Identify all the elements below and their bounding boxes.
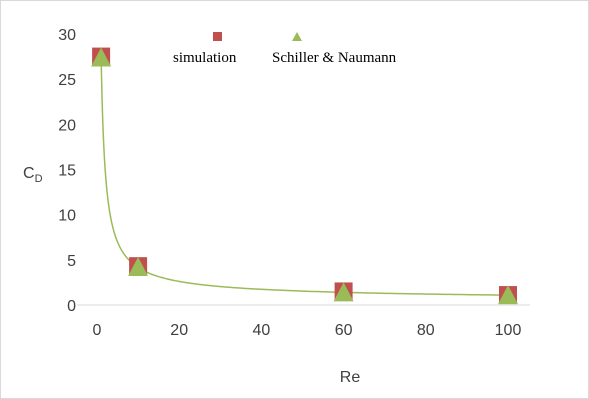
x-tick-label: 100 xyxy=(495,322,522,339)
legend-schiller-marker xyxy=(292,32,302,41)
y-tick-label: 30 xyxy=(58,27,76,44)
x-axis-title: Re xyxy=(340,369,361,386)
x-tick-label: 80 xyxy=(417,322,435,339)
x-tick-label: 40 xyxy=(253,322,271,339)
y-tick-label: 20 xyxy=(58,117,76,134)
legend: simulation Schiller & Naumann xyxy=(173,32,397,66)
legend-schiller-label: Schiller & Naumann xyxy=(272,50,397,66)
y-tick-labels: 0 5 10 15 20 25 30 xyxy=(58,27,76,315)
y-axis-title: CD xyxy=(23,165,43,185)
legend-simulation-marker xyxy=(213,32,222,41)
y-axis-title-sub: D xyxy=(35,173,43,185)
y-tick-label: 25 xyxy=(58,72,76,89)
schiller-marker xyxy=(91,47,112,67)
y-tick-label: 10 xyxy=(58,208,76,225)
schiller-marker xyxy=(128,257,149,277)
y-axis-title-main: C xyxy=(23,165,35,182)
x-tick-label: 0 xyxy=(93,322,102,339)
data-markers xyxy=(91,47,518,305)
schiller-marker xyxy=(498,285,518,305)
legend-simulation-label: simulation xyxy=(173,50,237,66)
y-tick-label: 15 xyxy=(58,163,76,180)
schiller-marker xyxy=(333,282,354,302)
x-tick-label: 60 xyxy=(335,322,353,339)
x-tick-label: 20 xyxy=(170,322,188,339)
x-tick-labels: 0 20 40 60 80 100 xyxy=(93,322,522,339)
y-tick-label: 0 xyxy=(67,298,76,315)
fit-curve xyxy=(100,55,509,296)
y-tick-label: 5 xyxy=(67,253,76,270)
